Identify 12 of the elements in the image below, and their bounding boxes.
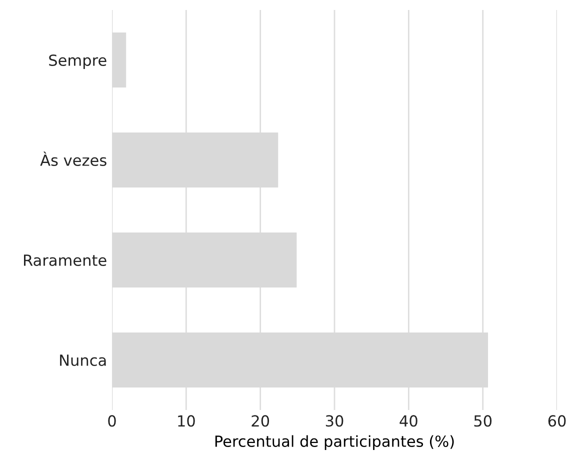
x-tick-label: 10 <box>178 415 195 427</box>
x-tick-label: 40 <box>400 415 418 427</box>
x-tick-label: 30 <box>326 415 344 427</box>
x-axis-title: Percentual de participantes (%) <box>215 435 454 450</box>
y-tick-label: Nunca <box>60 354 106 366</box>
y-tick-label: Raramente <box>24 254 106 266</box>
x-tick-label: 60 <box>548 415 566 427</box>
x-tick-label: 0 <box>108 415 116 427</box>
y-tick-label: Sempre <box>49 54 106 69</box>
y-tick-label: Às vezes <box>40 152 106 166</box>
x-tick-label: 20 <box>252 415 270 427</box>
x-tick-label: 50 <box>474 415 492 427</box>
